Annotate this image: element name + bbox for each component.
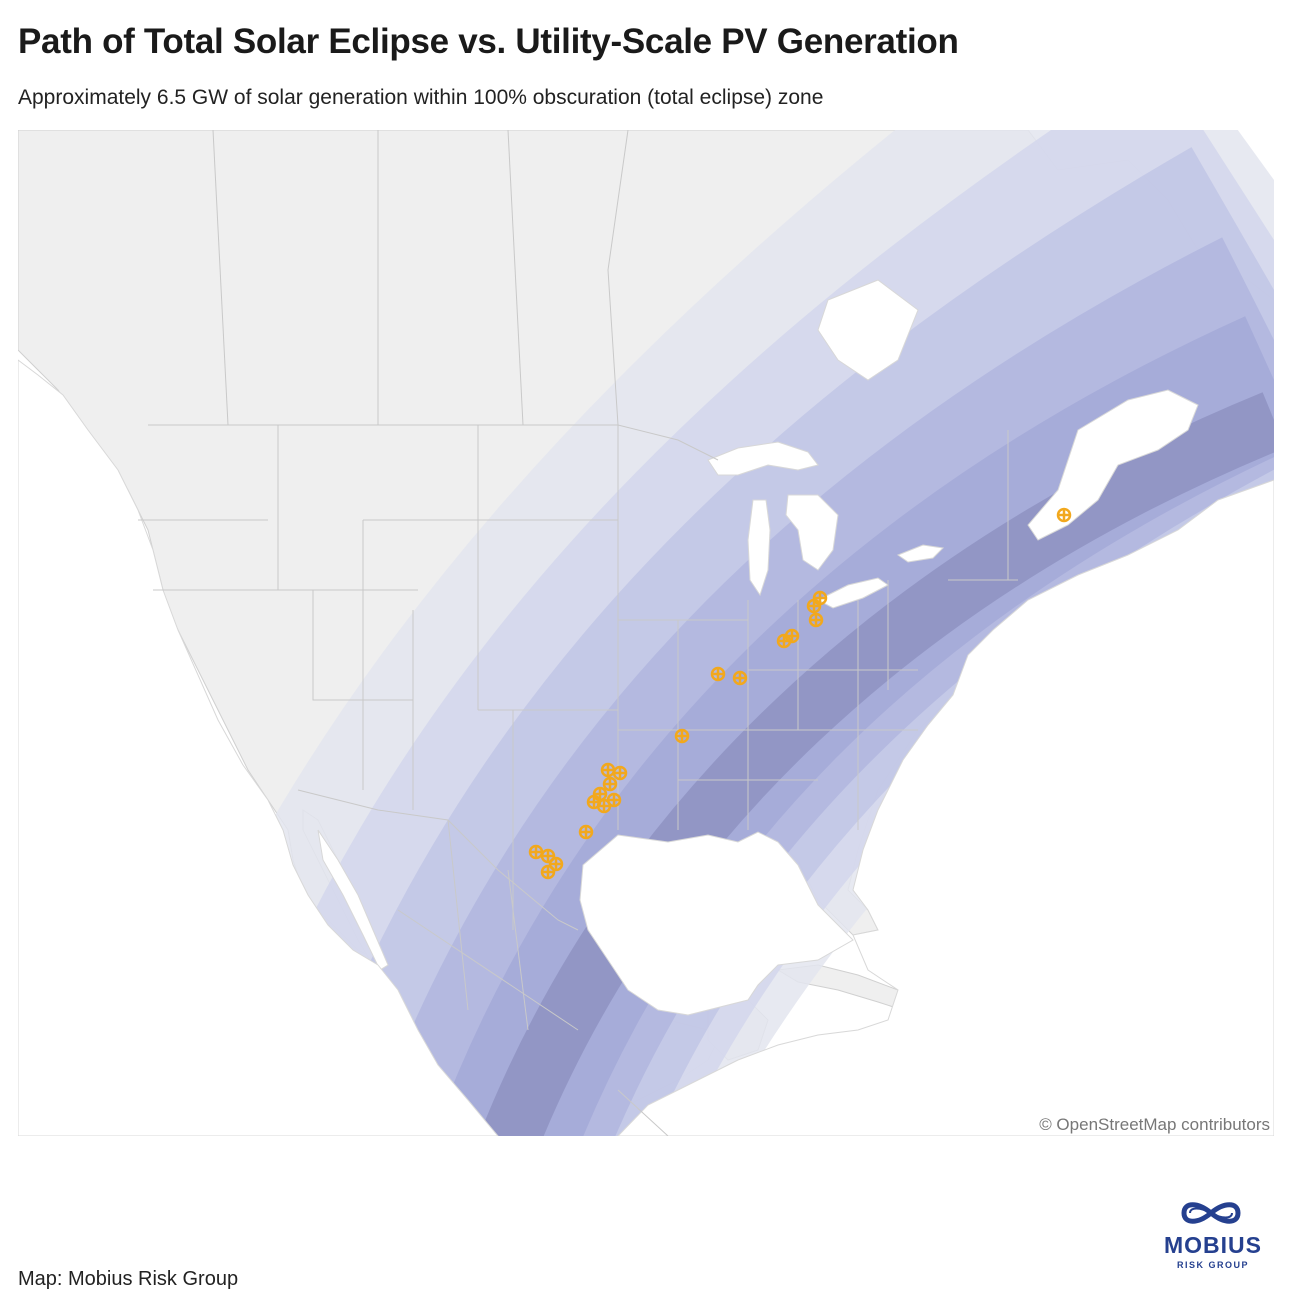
solar-site-marker-icon xyxy=(540,864,556,880)
borders-layer xyxy=(138,130,1018,1136)
map-canvas xyxy=(18,130,1274,1136)
mobius-logo: MOBIUS RISK GROUP xyxy=(1150,1196,1276,1276)
solar-site-marker-icon xyxy=(806,598,822,614)
border-line xyxy=(507,130,524,426)
map-credit: Map: Mobius Risk Group xyxy=(18,1268,239,1290)
solar-site-marker-icon xyxy=(674,728,690,744)
page-title: Path of Total Solar Eclipse vs. Utility-… xyxy=(18,22,959,61)
border-line xyxy=(312,590,413,701)
border-line xyxy=(447,819,469,1011)
logo-name: MOBIUS xyxy=(1164,1232,1262,1258)
gulf-of-st-lawrence xyxy=(1027,389,1199,541)
solar-site-marker-icon xyxy=(776,633,792,649)
lake-michigan xyxy=(747,499,771,597)
hudson-bay xyxy=(817,279,919,381)
solar-site-marker-icon xyxy=(612,765,628,781)
border-line xyxy=(212,130,229,426)
water-layer xyxy=(18,279,1274,1136)
solar-site-marker-icon xyxy=(528,844,544,860)
logo-tagline: RISK GROUP xyxy=(1176,1260,1249,1270)
border-line xyxy=(507,869,529,1031)
solar-site-marker-icon xyxy=(710,666,726,682)
page-subtitle: Approximately 6.5 GW of solar generation… xyxy=(18,86,824,109)
solar-site-marker-icon xyxy=(540,848,556,864)
gulf-of-mexico xyxy=(579,831,854,1016)
solar-site-marker-icon xyxy=(808,612,824,628)
solar-site-marker-icon xyxy=(606,792,622,808)
solar-site-marker-icon xyxy=(578,824,594,840)
map-attribution[interactable]: © OpenStreetMap contributors xyxy=(1039,1115,1270,1134)
sea-of-cortez xyxy=(317,829,389,971)
solar-site-marker-icon xyxy=(548,856,564,872)
us-canada-border xyxy=(148,424,719,461)
border-line xyxy=(617,1089,669,1136)
solar-site-marker-icon xyxy=(602,776,618,792)
mobius-infinity-logo-icon xyxy=(1181,1202,1241,1224)
eclipse-map[interactable] xyxy=(18,130,1274,1136)
solar-site-markers xyxy=(528,507,1072,880)
lake-ontario xyxy=(896,544,945,563)
pacific-ocean xyxy=(18,359,499,1136)
border-line xyxy=(607,130,629,426)
solar-site-marker-icon xyxy=(732,670,748,686)
lake-huron xyxy=(785,494,839,571)
border-line xyxy=(397,909,579,1031)
lake-superior xyxy=(707,441,819,476)
solar-site-marker-icon xyxy=(600,762,616,778)
us-mexico-border xyxy=(297,789,579,931)
atlantic-ocean xyxy=(617,479,1274,1136)
solar-site-marker-icon xyxy=(1056,507,1072,523)
